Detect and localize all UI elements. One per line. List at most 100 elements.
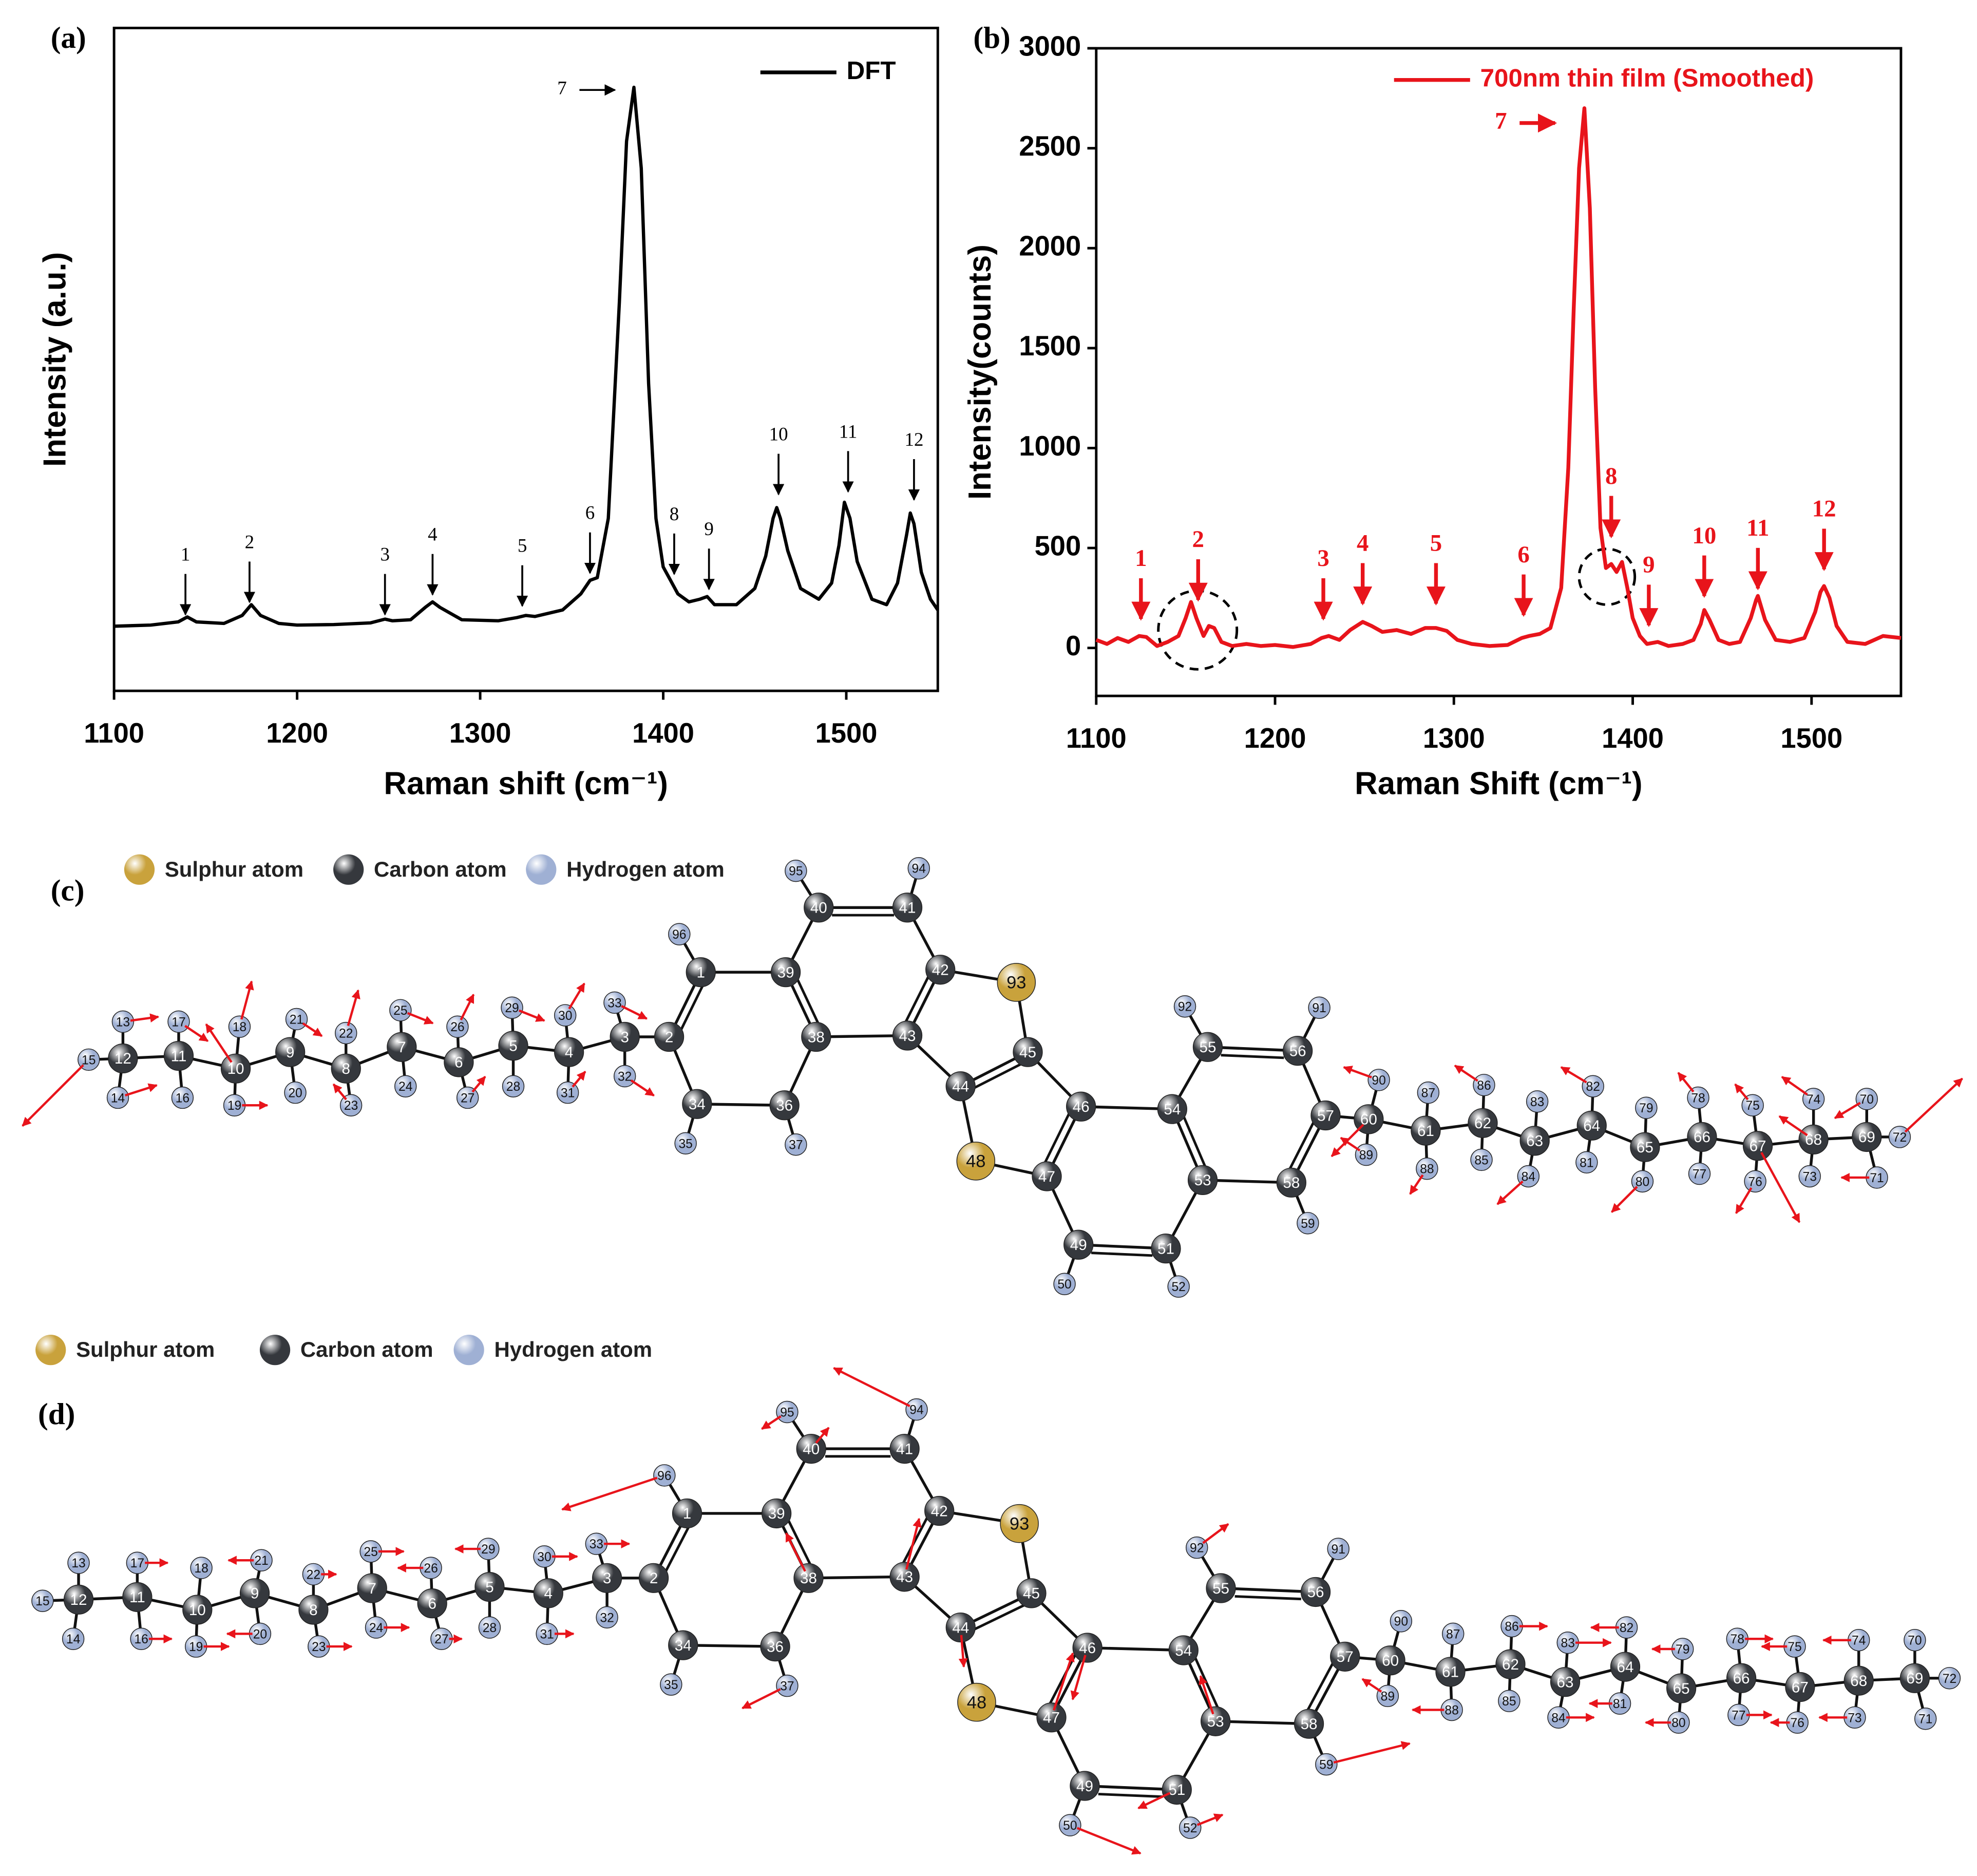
atom-label: 63 (1557, 1674, 1574, 1691)
atom (907, 857, 930, 880)
atom (1151, 1234, 1181, 1264)
displacement-arrow (407, 1012, 434, 1025)
atom-label: 11 (171, 1048, 187, 1065)
atom-label: 6 (428, 1595, 436, 1612)
atom (1294, 1709, 1324, 1739)
atom-label: 93 (1010, 1514, 1029, 1533)
atom-label: 59 (1301, 1217, 1315, 1231)
atom-label: 65 (1637, 1139, 1653, 1156)
atom-label: 76 (1790, 1716, 1804, 1730)
atom-label: 22 (307, 1568, 320, 1582)
atom-label: 55 (1199, 1039, 1216, 1056)
atom (654, 1021, 685, 1052)
annotation-label: 4 (1357, 530, 1368, 557)
displacement-arrow (1611, 1186, 1638, 1213)
atom-label: 13 (71, 1557, 85, 1570)
atom (1899, 1663, 1930, 1693)
atom (1582, 1075, 1604, 1097)
atom (1070, 1771, 1100, 1801)
annotation-label: 7 (557, 78, 566, 99)
atom-label: 84 (1522, 1170, 1535, 1184)
atom-label: 51 (1157, 1240, 1174, 1257)
y-tick-label: 1500 (1019, 330, 1081, 362)
double-bond (1288, 1121, 1315, 1170)
atom-label: 36 (776, 1097, 793, 1114)
atom-label: 95 (780, 1406, 794, 1419)
displacement-arrow (1834, 1102, 1861, 1120)
atom-label: 28 (483, 1621, 497, 1635)
atom-label: 18 (233, 1020, 246, 1034)
atom-label: 75 (1788, 1640, 1801, 1654)
atom (62, 1627, 85, 1650)
atom-label: 4 (544, 1585, 553, 1602)
atom (335, 1021, 357, 1045)
atom (889, 1562, 920, 1592)
atom-label: 90 (1394, 1615, 1408, 1629)
atom-label: 43 (899, 1028, 916, 1045)
atom-label: 88 (1420, 1163, 1434, 1177)
atom (686, 957, 716, 988)
plot-frame (112, 27, 939, 692)
atom-label: 6 (454, 1054, 463, 1071)
legend-atom (124, 854, 155, 885)
displacement-arrow (905, 1518, 922, 1570)
atom-label: 65 (1673, 1680, 1690, 1697)
atom (613, 1065, 636, 1088)
atom-label: 32 (600, 1611, 614, 1625)
x-tick-label: 1400 (632, 717, 694, 749)
x-tick-label: 1200 (266, 717, 328, 749)
atom (1744, 1170, 1766, 1193)
atom (63, 1584, 94, 1615)
atom (339, 1094, 363, 1116)
annotation-label: 12 (904, 429, 923, 450)
double-bond (664, 1526, 690, 1572)
displacement-arrow (1454, 1065, 1478, 1082)
atom (1173, 995, 1196, 1018)
atom-label: 1 (683, 1505, 691, 1522)
atom (776, 1400, 799, 1424)
atom (682, 1089, 712, 1119)
atom-label: 46 (1079, 1640, 1096, 1657)
atom (1687, 1086, 1709, 1109)
atom-label: 38 (800, 1570, 817, 1587)
atom (1688, 1162, 1711, 1185)
atom-label: 2 (665, 1029, 673, 1046)
atom (1327, 1538, 1349, 1560)
displacement-arrow (1137, 1792, 1171, 1809)
y-axis-title: Intensity (a.u.) (37, 252, 72, 467)
atom-label: 68 (1850, 1673, 1867, 1690)
atom (1330, 1641, 1360, 1672)
double-bond (974, 1604, 1025, 1631)
spectrum-line (114, 85, 939, 628)
atom (892, 893, 923, 923)
atom-label: 17 (130, 1557, 144, 1570)
atom (1519, 1126, 1550, 1156)
y-tick-label: 500 (1035, 530, 1081, 561)
atom-label: 10 (227, 1060, 244, 1077)
double-bond (796, 978, 820, 1025)
atom (1914, 1708, 1937, 1730)
displacement-arrow (568, 982, 585, 1010)
atom-label: 69 (1858, 1129, 1875, 1146)
atom-label: 54 (1164, 1101, 1181, 1118)
atom (1315, 1753, 1338, 1776)
atom (1726, 1663, 1757, 1693)
atom-label: 16 (176, 1091, 189, 1105)
atom-label: 53 (1207, 1713, 1224, 1730)
atom (653, 1464, 676, 1487)
annotation-label: 12 (1812, 496, 1836, 522)
atom-label: 68 (1805, 1131, 1822, 1148)
atom (108, 1043, 138, 1074)
atom-label: 77 (1732, 1709, 1745, 1722)
displacement-arrow (130, 1013, 160, 1022)
atom (501, 996, 523, 1019)
displacement-arrow (742, 1688, 781, 1710)
displacement-arrow (1734, 1083, 1749, 1101)
atom-label: 50 (1063, 1819, 1077, 1833)
legend-label: Carbon atom (300, 1337, 433, 1361)
atom-label: 23 (344, 1099, 358, 1113)
atom-label: 88 (1444, 1703, 1458, 1717)
displacement-arrow (785, 1532, 806, 1572)
atom-label: 7 (368, 1580, 376, 1597)
highlight-circle (1157, 589, 1239, 671)
